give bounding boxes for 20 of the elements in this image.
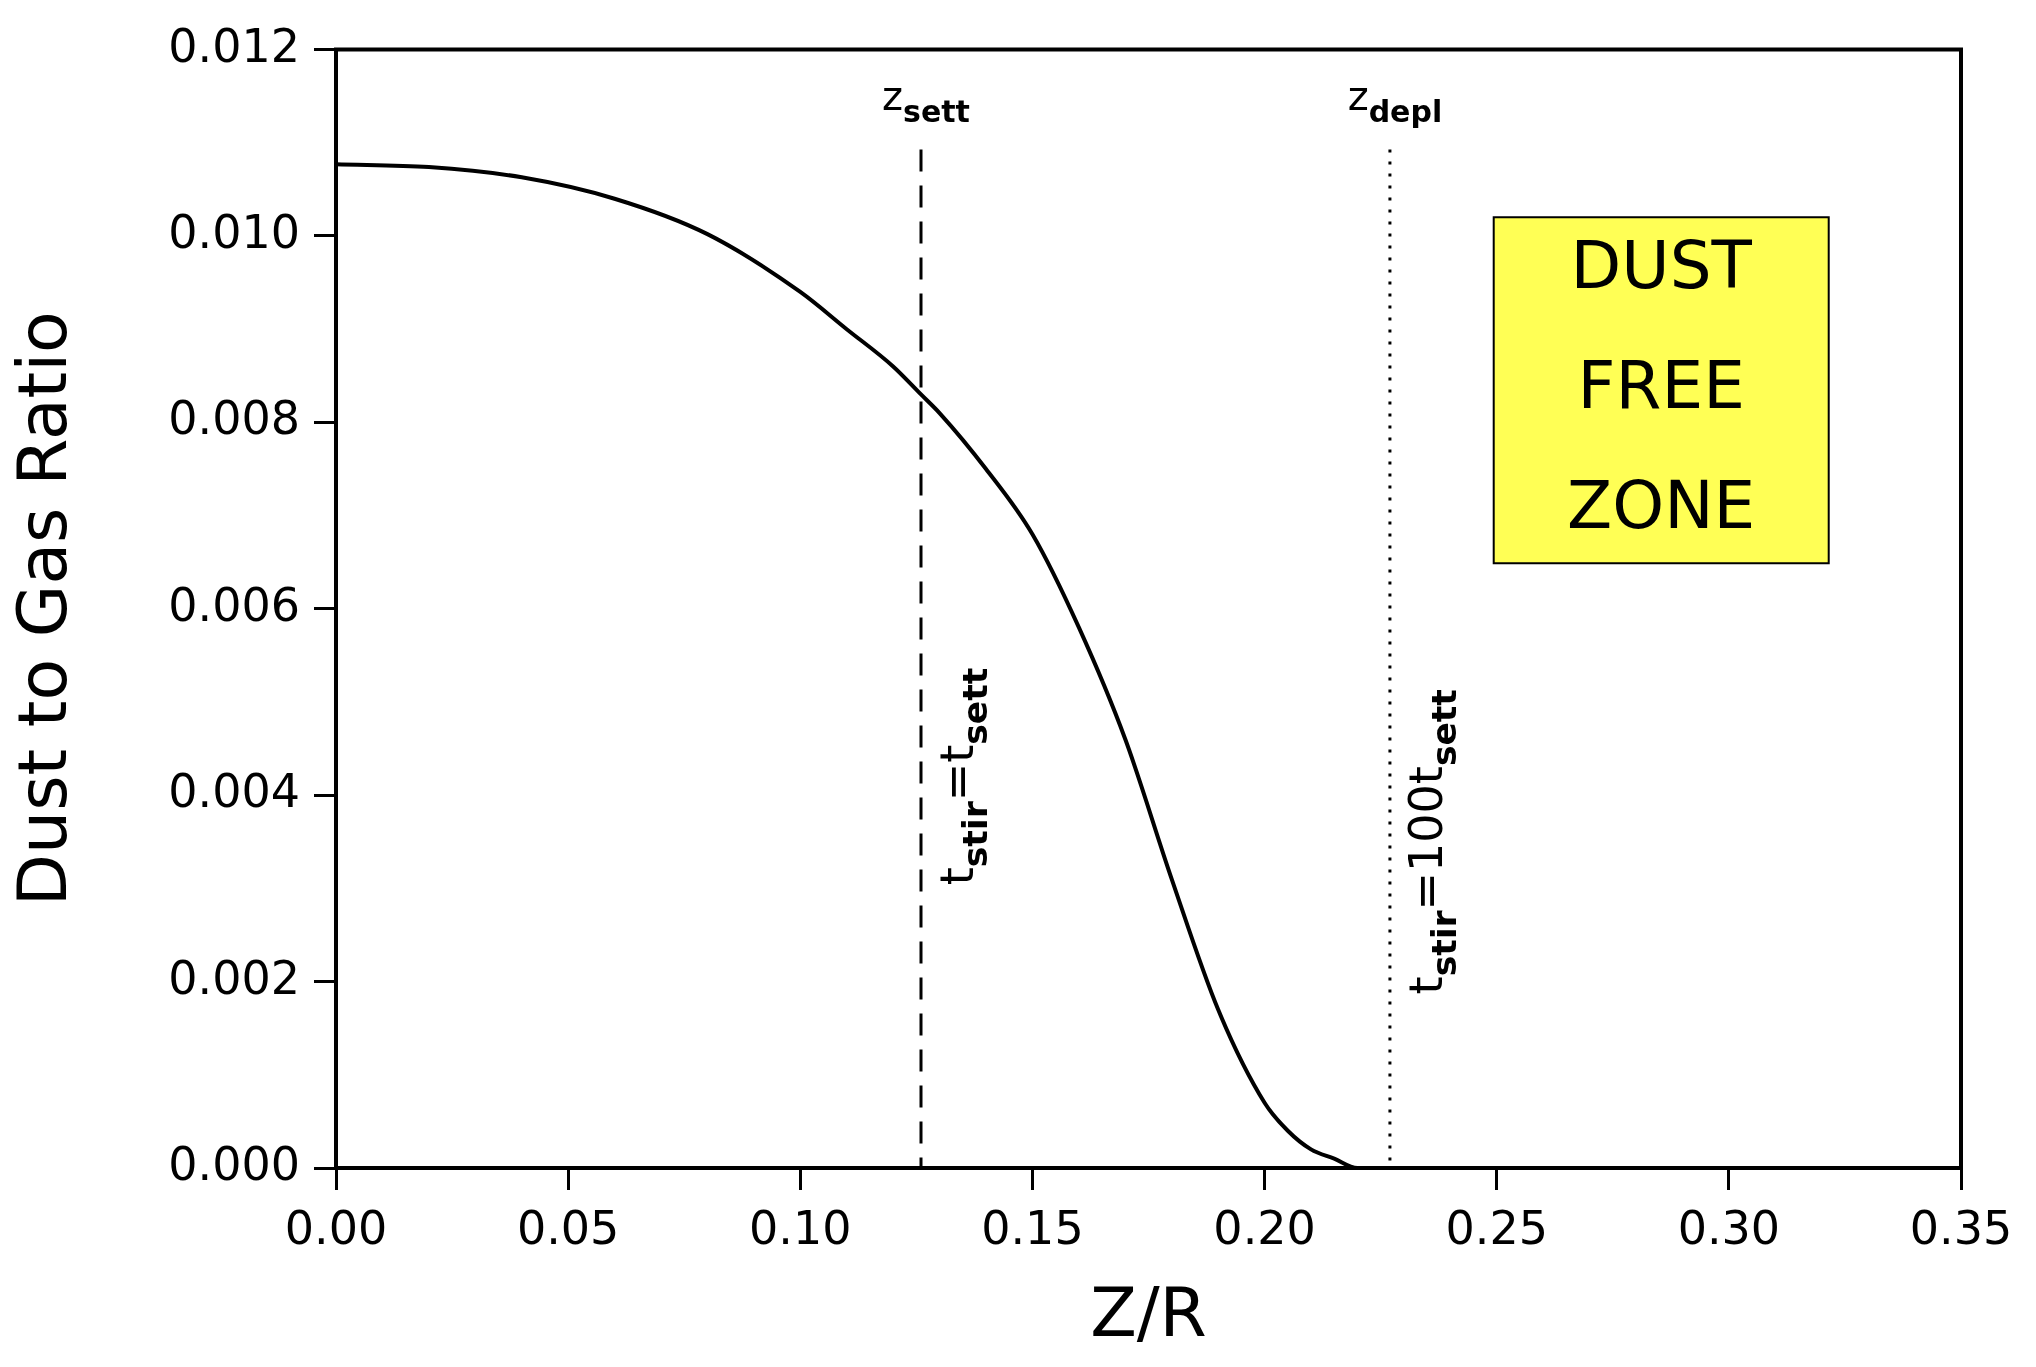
annotation: tstir=100tsett	[1398, 689, 1464, 995]
annotation: tstir=tsett	[930, 667, 995, 886]
annotation: DUST FREE ZONE	[1567, 226, 1756, 544]
x-tick-label: 0.25	[1445, 1200, 1548, 1255]
y-tick-label: 0.012	[168, 18, 300, 73]
y-tick-label: 0.000	[168, 1136, 300, 1191]
y-tick-label: 0.002	[168, 950, 300, 1005]
y-tick-label: 0.010	[168, 204, 300, 259]
x-tick-label: 0.15	[981, 1200, 1084, 1255]
y-tick-label: 0.004	[168, 764, 300, 819]
x-tick-label: 0.05	[516, 1200, 620, 1255]
x-tick-label: 0.10	[749, 1200, 852, 1255]
y-axis-title: Dust to Gas Ratio	[3, 311, 83, 907]
x-axis-title: Z/R	[1090, 1272, 1207, 1352]
x-tick-label: 0.00	[284, 1200, 388, 1255]
x-tick-label: 0.20	[1213, 1200, 1316, 1255]
x-tick-label: 0.35	[1909, 1200, 2013, 1255]
y-tick-label: 0.008	[168, 391, 300, 446]
x-tick-label: 0.30	[1677, 1200, 1781, 1255]
y-tick-label: 0.006	[168, 577, 300, 632]
